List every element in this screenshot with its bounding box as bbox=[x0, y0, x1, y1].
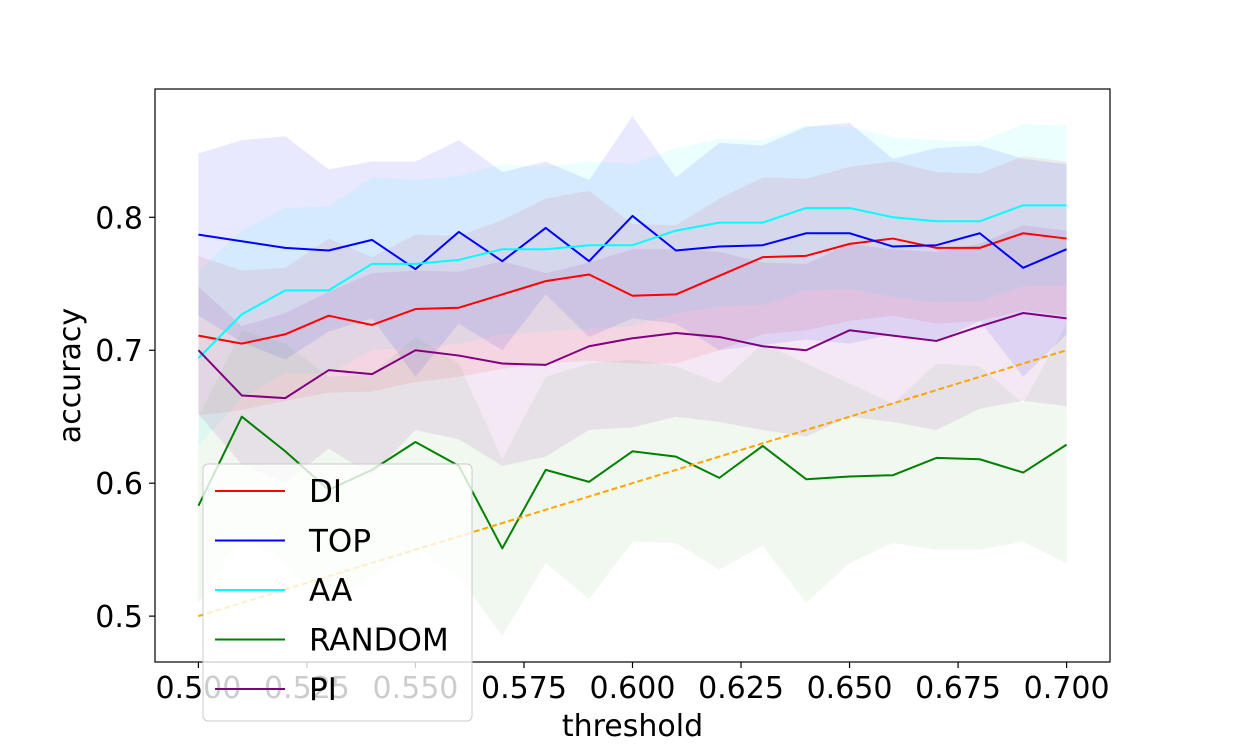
x-tick-label: 0.700 bbox=[1024, 671, 1110, 706]
reference-line-group bbox=[198, 349, 1067, 618]
legend-box bbox=[202, 463, 473, 722]
confidence-bands bbox=[198, 116, 1067, 637]
band-random bbox=[198, 323, 1067, 637]
x-tick-label: 0.575 bbox=[481, 671, 567, 706]
y-tick-label: 0.5 bbox=[95, 600, 143, 635]
legend-label-random: RANDOM bbox=[309, 623, 449, 659]
band-pi bbox=[198, 225, 1067, 484]
y-tick-label: 0.7 bbox=[95, 334, 143, 369]
y-axis-label: accuracy bbox=[53, 308, 88, 443]
y-tick-label: 0.8 bbox=[95, 201, 143, 236]
band-top bbox=[198, 116, 1067, 377]
reference-line bbox=[198, 349, 1067, 618]
band-aa bbox=[198, 124, 1067, 446]
legend: DI TOP AA RANDOM PI bbox=[202, 463, 473, 722]
series-line-top bbox=[198, 214, 1067, 271]
series-line-pi bbox=[197, 312, 1067, 400]
y-tick-label: 0.6 bbox=[95, 467, 143, 502]
legend-label-di: DI bbox=[309, 474, 342, 510]
x-tick-label: 0.600 bbox=[590, 671, 676, 706]
x-tick-label: 0.650 bbox=[807, 671, 893, 706]
series-line-aa bbox=[197, 204, 1067, 359]
legend-label-aa: AA bbox=[309, 573, 352, 609]
legend-label-pi: PI bbox=[309, 672, 337, 708]
y-axis-ticks: 0.5 0.6 0.7 0.8 bbox=[95, 201, 155, 635]
x-tick-label: 0.675 bbox=[915, 671, 1001, 706]
x-axis-label: threshold bbox=[562, 709, 703, 744]
legend-label-top: TOP bbox=[308, 524, 371, 560]
x-tick-label: 0.625 bbox=[698, 671, 784, 706]
